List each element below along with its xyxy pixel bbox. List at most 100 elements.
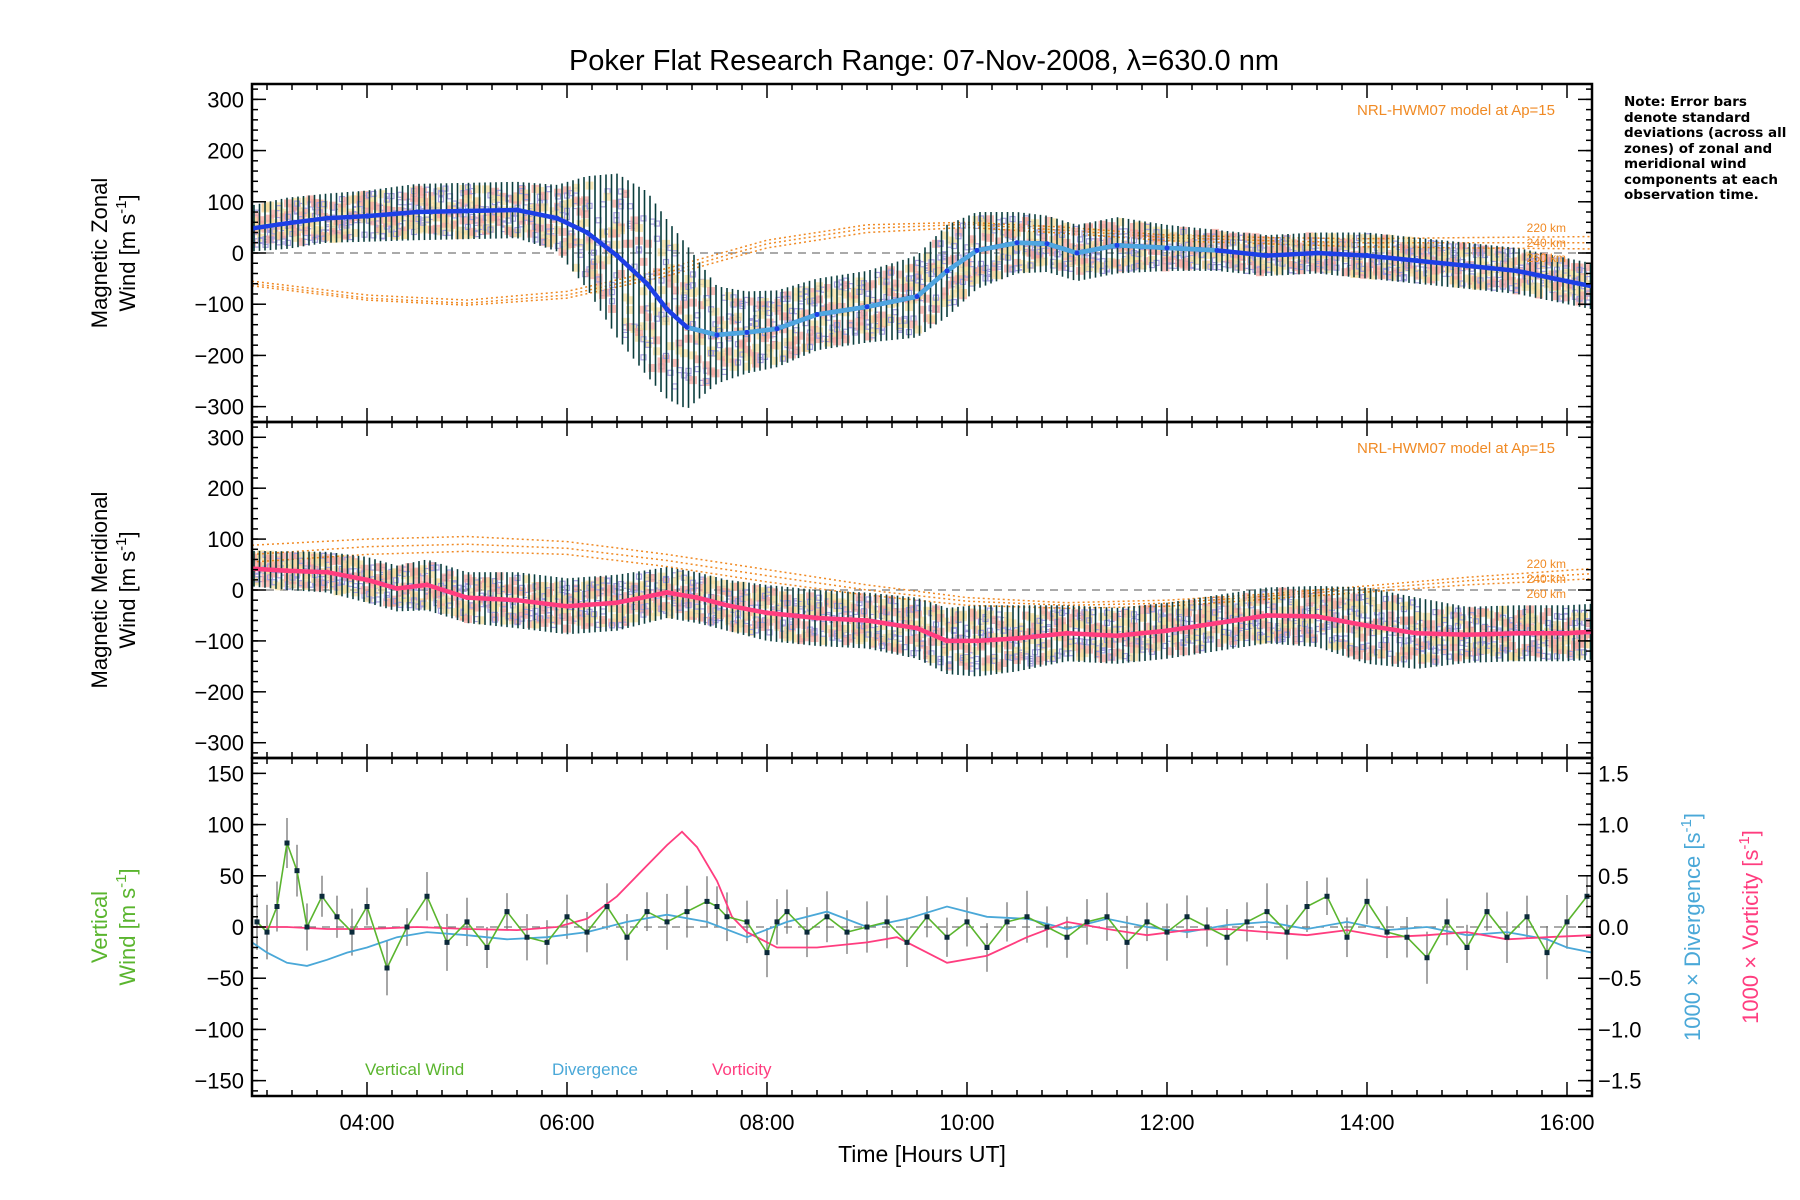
zone-sample	[617, 226, 625, 235]
zone-sample	[1089, 241, 1098, 250]
panel-0-y-tick-label: −100	[194, 292, 244, 317]
zone-sample	[270, 227, 279, 236]
zone-sample	[356, 203, 364, 212]
zone-sample	[972, 216, 981, 225]
zone-sample	[621, 606, 630, 615]
zone-sample	[702, 279, 711, 288]
zone-sample	[590, 611, 598, 618]
zone-sample	[770, 595, 778, 604]
zone-sample	[1260, 236, 1269, 245]
zone-sample	[770, 304, 778, 313]
zone-sample	[1260, 620, 1269, 629]
zone-sample	[1494, 247, 1503, 256]
zone-sample	[640, 336, 647, 343]
zone-sample	[603, 288, 612, 297]
zone-sample	[405, 563, 414, 572]
zone-sample	[293, 233, 301, 242]
zone-sample	[1071, 256, 1080, 265]
zone-sample	[918, 640, 927, 649]
zone-sample	[1485, 634, 1494, 643]
panel-0-ylabel-exp: -1	[113, 200, 130, 213]
zone-sample	[675, 306, 684, 315]
zone-sample	[428, 225, 436, 234]
zone-sample	[572, 238, 580, 247]
zone-sample	[675, 346, 684, 355]
zone-sample	[1485, 610, 1494, 619]
zone-sample	[743, 352, 751, 361]
zone-sample	[450, 607, 459, 616]
zone-sample	[765, 343, 774, 352]
zone-sample	[653, 315, 661, 322]
zone-sample	[828, 593, 837, 602]
zone-sample	[351, 559, 360, 568]
zone-sample	[914, 325, 922, 334]
zone-sample	[698, 337, 706, 346]
zone-sample	[1089, 623, 1098, 632]
zone-sample	[1076, 642, 1084, 651]
zone-sample	[527, 216, 535, 225]
zone-sample	[716, 610, 724, 619]
zone-sample	[1022, 611, 1030, 620]
zone-sample	[1242, 244, 1251, 253]
zone-sample	[900, 607, 909, 616]
zone-sample	[1521, 252, 1530, 261]
panel-1-plot-area	[252, 535, 1592, 677]
panel-0-y-tick-label: 200	[207, 139, 244, 164]
zone-sample	[945, 295, 954, 304]
zone-sample	[567, 593, 576, 602]
zone-sample	[1274, 243, 1282, 252]
zone-sample	[1472, 246, 1480, 255]
zone-sample	[342, 560, 351, 569]
zone-sample	[1508, 262, 1516, 271]
zone-sample	[1238, 621, 1246, 630]
zone-sample	[491, 213, 499, 222]
zone-sample	[477, 224, 486, 233]
zone-sample	[423, 225, 432, 234]
zone-sample	[604, 578, 611, 585]
zone-sample	[824, 598, 832, 607]
zone-sample	[1359, 270, 1368, 279]
zone-sample	[374, 203, 382, 212]
zone-sample	[918, 305, 927, 314]
zone-sample	[495, 572, 504, 581]
zone-sample	[1409, 599, 1417, 606]
zone-sample	[324, 572, 333, 581]
zone-sample	[1013, 646, 1021, 655]
zone-sample	[950, 608, 958, 617]
zone-sample	[1512, 615, 1521, 624]
zone-sample	[1283, 590, 1291, 599]
zone-sample	[1175, 641, 1183, 650]
zone-sample	[1197, 251, 1206, 260]
zone-sample	[1188, 238, 1197, 247]
model-altitude-label: 260 km	[1527, 251, 1566, 265]
zone-sample	[1220, 243, 1228, 252]
zone-sample	[792, 617, 801, 626]
zone-sample	[1539, 632, 1548, 641]
zone-sample	[972, 275, 981, 284]
zone-sample	[473, 583, 481, 592]
zone-sample	[1319, 605, 1327, 614]
zone-sample	[972, 625, 981, 634]
mean-wind-point	[554, 215, 560, 221]
zone-sample	[914, 273, 922, 280]
zone-sample	[333, 566, 342, 575]
zone-sample	[1143, 622, 1152, 631]
zone-sample	[297, 225, 306, 234]
mean-wind-point	[1114, 633, 1120, 639]
zone-sample	[873, 595, 882, 604]
zone-sample	[1332, 642, 1341, 651]
zone-sample	[945, 280, 954, 289]
zone-sample	[887, 642, 895, 651]
zone-sample	[666, 583, 675, 592]
zone-sample	[1166, 256, 1174, 265]
zone-sample	[1481, 245, 1489, 254]
zone-sample	[590, 249, 598, 256]
zone-sample	[986, 233, 994, 242]
zone-sample	[1346, 648, 1354, 657]
zone-sample	[878, 598, 886, 607]
zone-sample	[1269, 630, 1278, 639]
zone-sample	[1040, 257, 1048, 266]
zone-sample	[945, 256, 954, 265]
zone-sample	[936, 260, 945, 269]
zone-sample	[1364, 595, 1372, 604]
